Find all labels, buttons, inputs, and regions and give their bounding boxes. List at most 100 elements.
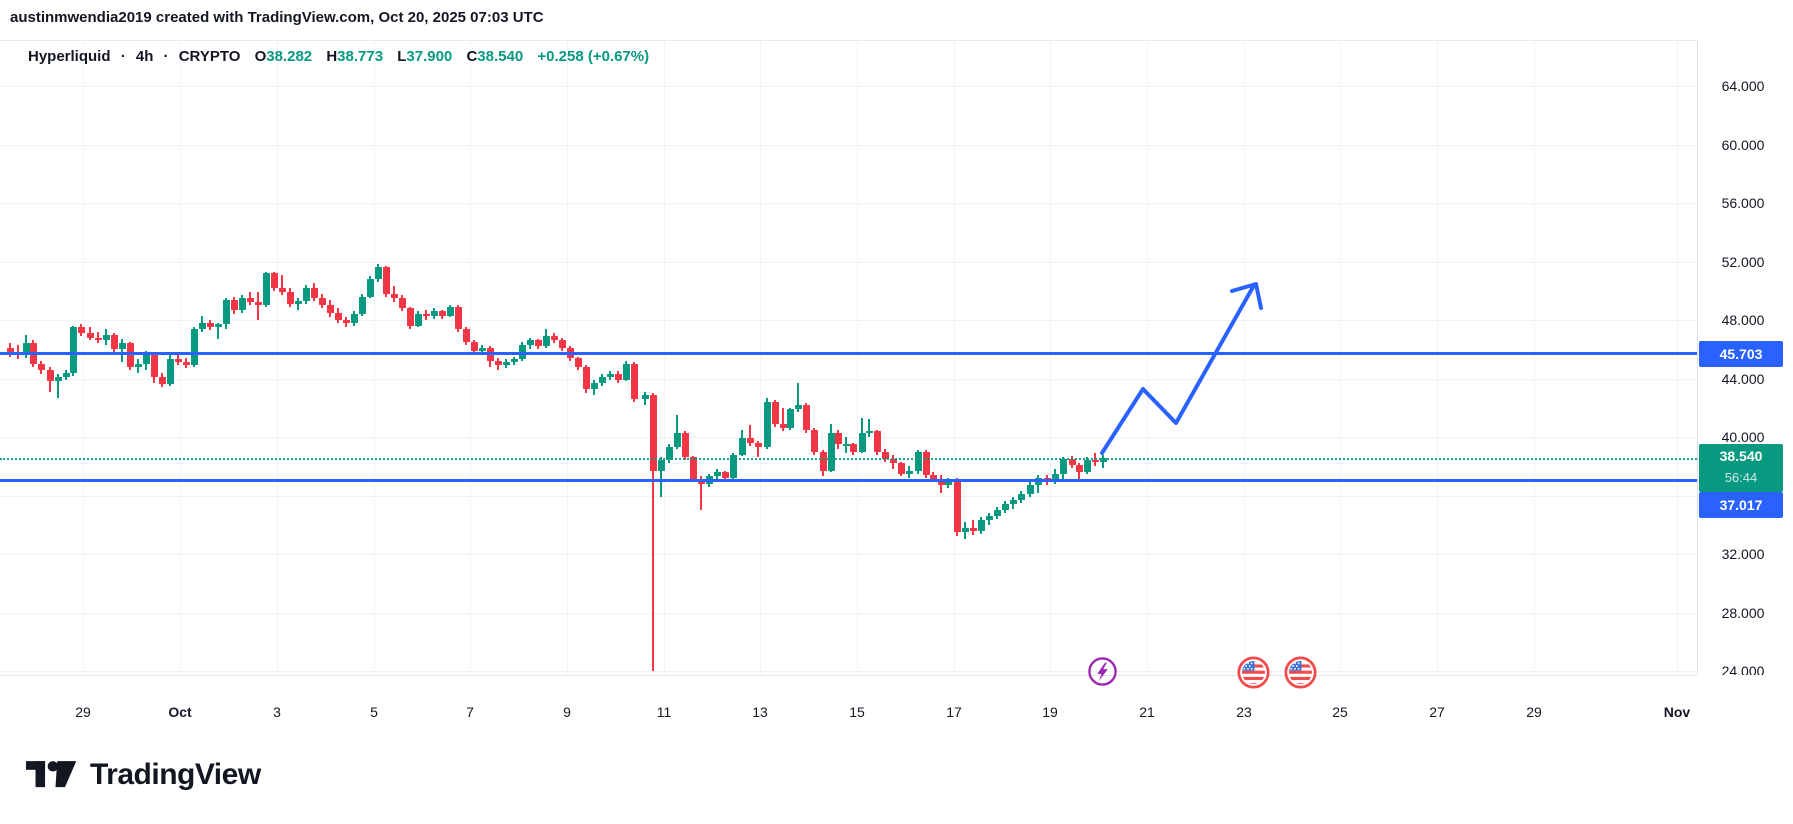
candle [614,374,622,380]
time-axis[interactable]: 29 Oct 3 5 7 9 11 13 15 17 19 21 23 25 27 29 Nov [0,675,1697,736]
symbol-interval[interactable]: 4h [135,48,154,65]
candle [810,429,818,452]
candle [198,322,206,329]
candle [238,298,246,310]
level-badge-45703[interactable]: 45.703 [1699,341,1783,367]
price-axis-label: 40.000 [1721,429,1765,445]
candle-wick [782,407,784,432]
candle [606,374,614,378]
candle [110,334,118,350]
candle [286,292,294,304]
candle [342,320,350,323]
attribution-text: austinmwendia2019 created with TradingVi… [10,9,544,26]
candle-wick [757,441,759,458]
candle [849,444,857,452]
candle [961,527,969,533]
grid-line-vertical [760,40,761,675]
grid-line-horizontal [0,203,1697,204]
symbol-name[interactable]: Hyperliquid [28,48,111,65]
candle [390,293,398,299]
candle-wick [700,476,702,511]
candle [190,328,198,366]
candle [590,382,598,389]
grid-line-vertical [1244,40,1245,675]
time-axis-label: 23 [1236,704,1252,720]
candle [779,423,787,429]
open-label: O [254,48,267,65]
candle [102,334,110,341]
candle [69,327,77,373]
candle [763,401,771,448]
candle [382,267,390,294]
symbol-quote-row: Hyperliquid · 4h · CRYPTO O38.282 H38.77… [28,48,649,65]
candle [937,480,945,486]
trend-arrow-drawing[interactable] [0,40,1697,675]
grid-line-horizontal [0,261,1697,263]
candle [786,409,794,429]
candle [969,527,977,531]
candle [542,336,550,347]
candle [6,347,14,353]
tradingview-logo[interactable]: TradingView [26,756,261,794]
grid-line-vertical [954,40,955,675]
candle [550,336,558,341]
candle [366,279,374,297]
candle [713,472,721,477]
horizontal-line-drawing[interactable] [0,479,1697,483]
time-axis-label: 9 [563,704,571,720]
candle [977,520,985,531]
candle [150,355,158,378]
candle-wick [297,298,299,310]
candle-wick [57,374,59,398]
chart-pane[interactable] [0,40,1697,675]
candle [134,363,142,367]
candle [374,267,382,280]
candle [37,363,45,370]
lightning-event-icon[interactable] [1087,656,1118,692]
candle [398,298,406,309]
us-flag-event-icon[interactable] [1284,656,1317,694]
level-badge-37017[interactable]: 37.017 [1699,492,1783,518]
candle [953,480,961,533]
candle [649,394,657,471]
candle [470,341,478,351]
candle [929,475,937,481]
candle [270,273,278,288]
price-axis-label: 28.000 [1721,604,1765,621]
candle [350,314,358,323]
candle [689,457,697,480]
grid-line-vertical [1340,40,1341,675]
price-axis-label: 52.000 [1721,253,1765,270]
candle-wick [660,457,662,497]
grid-line-vertical [1147,40,1148,675]
price-axis-label: 60.000 [1721,136,1765,153]
grid-line-vertical [1437,40,1438,675]
candle [494,360,502,366]
candle [582,366,590,389]
price-axis[interactable]: 64.000 60.000 56.000 52.000 48.000 44.000 40.0… [1697,40,1793,679]
grid-line-horizontal [0,320,1697,321]
candle [1059,458,1067,474]
candle [1026,485,1034,495]
candle [842,444,850,446]
last-price-badge[interactable]: 38.540 56:44 [1699,444,1783,492]
candle [526,340,534,345]
grid-line-horizontal [0,378,1697,380]
candle [681,432,689,458]
horizontal-line-drawing[interactable] [0,352,1697,356]
candle [318,298,326,306]
candle [126,343,134,367]
candle [214,324,222,328]
time-axis-label: 29 [75,704,91,720]
high-value: 38.773 [337,48,384,65]
time-axis-label: 15 [849,704,865,720]
candle [1091,460,1099,463]
grid-line-horizontal [0,86,1697,87]
candle [510,359,518,363]
us-flag-event-icon[interactable] [1237,656,1270,694]
candle [462,328,470,342]
open-value: 38.282 [266,48,313,65]
candle [558,340,566,348]
time-axis-label: 5 [370,704,378,720]
candle-wick [868,419,870,437]
